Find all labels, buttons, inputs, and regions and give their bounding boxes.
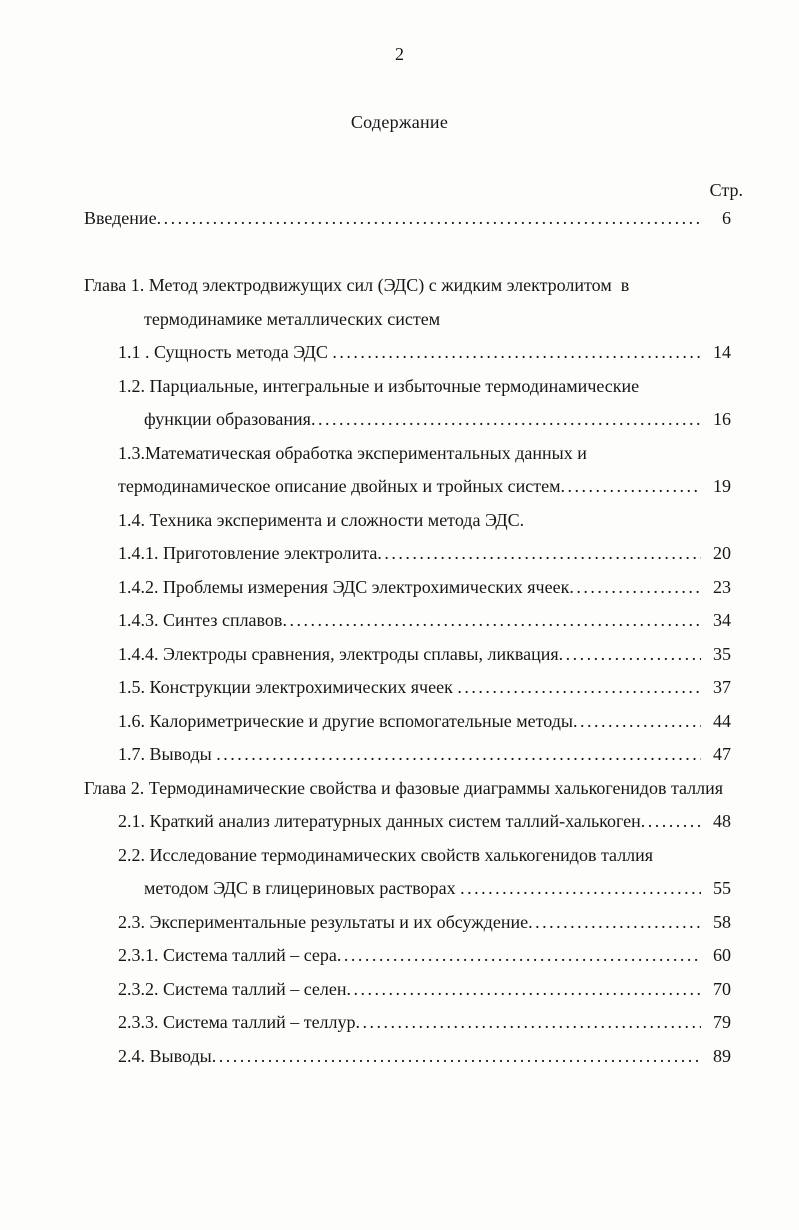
- dot-leader: [337, 939, 701, 973]
- toc-entry: 1.4. Техника эксперимента и сложности ме…: [118, 504, 799, 538]
- toc-entry: 1.4.1. Приготовление электролита 20: [118, 537, 799, 571]
- dot-leader: [157, 202, 701, 236]
- toc-entry: 2.3.3. Система таллий – теллур 79: [118, 1006, 799, 1040]
- dot-leader: [282, 604, 701, 638]
- toc-entry-text: 1.4.2. Проблемы измерения ЭДС электрохим…: [118, 576, 570, 597]
- toc-entry-text: 1.6. Калориметрические и другие вспомога…: [118, 710, 574, 731]
- toc-page-number: 34: [713, 610, 731, 630]
- toc-page-number: 48: [713, 811, 731, 831]
- dot-leader: [460, 872, 701, 906]
- toc-page-number: 20: [713, 543, 731, 563]
- page-number: 2: [395, 44, 404, 64]
- toc-entry-text: методом ЭДС в глицериновых растворах: [144, 878, 461, 898]
- toc-entry: 1.5. Конструкции электрохимических ячеек…: [118, 671, 799, 705]
- toc-entry: 1.4.2. Проблемы измерения ЭДС электрохим…: [118, 571, 799, 605]
- toc-entry-text: 1.5. Конструкции электрохимических ячеек: [118, 677, 458, 697]
- toc-entry: 1.4.3. Синтез сплавов 34: [118, 604, 799, 638]
- document-title: Содержание: [350, 112, 449, 132]
- toc-entry-text: 1.4.3. Синтез сплавов: [118, 610, 283, 630]
- toc-entry-text: термодинамическое описание двойных и тро…: [118, 476, 561, 496]
- toc-entry-text: Введение: [84, 208, 157, 228]
- toc-entry: 2.2. Исследование термодинамических свой…: [118, 839, 799, 873]
- blank-line: [0, 236, 799, 270]
- page-column-header: Стр.: [709, 180, 743, 200]
- toc-entry-text: Глава 1. Метод электродвижущих сил (ЭДС)…: [84, 275, 630, 295]
- toc-entry: Глава 1. Метод электродвижущих сил (ЭДС)…: [84, 269, 799, 303]
- toc-page-number: 44: [713, 710, 731, 731]
- dot-leader: [377, 537, 701, 571]
- toc-entry-text: 1.4. Техника эксперимента и сложности ме…: [118, 509, 525, 530]
- toc-entry-text: функции образования: [144, 409, 311, 429]
- toc-entry-text: 1.4.1. Приготовление электролита: [118, 543, 378, 563]
- toc-page-number: 35: [713, 643, 731, 664]
- dot-leader: [559, 638, 701, 672]
- toc-entry-text: 2.2. Исследование термодинамических свой…: [118, 844, 654, 865]
- toc-entry-text: 2.3.1. Система таллий – сера: [118, 945, 337, 965]
- toc-page-number: 19: [713, 476, 731, 496]
- dot-leader: [560, 470, 701, 504]
- dot-leader: [641, 805, 701, 839]
- dot-leader: [356, 1006, 701, 1040]
- toc-entry-text: 2.3.3. Система таллий – теллур: [118, 1012, 356, 1032]
- dot-leader: [216, 738, 701, 772]
- toc-entry: термодинамике металлических систем: [144, 303, 799, 337]
- toc-entry: Глава 2. Термодинамические свойства и фа…: [84, 772, 799, 806]
- toc-page-number: 79: [713, 1012, 731, 1032]
- toc-entry-text: 2.1. Краткий анализ литературных данных …: [118, 811, 641, 831]
- toc-entry: 1.1 . Сущность метода ЭДС 14: [118, 336, 799, 370]
- toc-page-number: 37: [713, 677, 731, 697]
- toc-page-number: 47: [713, 744, 731, 764]
- toc-page-number: 70: [713, 978, 731, 999]
- dot-leader: [212, 1040, 701, 1074]
- dot-leader: [569, 571, 701, 605]
- toc-page-number: 14: [713, 342, 731, 362]
- toc-entry-text: 2.4. Выводы: [118, 1045, 212, 1066]
- toc-page-number: 6: [722, 208, 731, 228]
- toc-entry-text: 2.3. Экспериментальные результаты и их о…: [118, 911, 529, 932]
- toc-page-number: 89: [713, 1045, 731, 1066]
- toc-entry: 2.3. Экспериментальные результаты и их о…: [118, 906, 799, 940]
- dot-leader: [528, 906, 701, 940]
- toc-entry-text: 1.7. Выводы: [118, 744, 217, 764]
- toc-entry: 1.4.4. Электроды сравнения, электроды сп…: [118, 638, 799, 672]
- toc-entry: 1.7. Выводы 47: [118, 738, 799, 772]
- dot-leader: [573, 705, 701, 739]
- toc-entry: 2.4. Выводы 89: [118, 1040, 799, 1074]
- toc-entry: 2.3.1. Система таллий – сера 60: [118, 939, 799, 973]
- toc-entry: 2.3.2. Система таллий – селен 70: [118, 973, 799, 1007]
- toc-list: Введение 6 Глава 1. Метод электродвижущих …: [0, 202, 799, 1073]
- toc-entry: 1.2. Парциальные, интегральные и избыточ…: [118, 370, 799, 404]
- toc-entry: Введение 6: [84, 202, 799, 236]
- toc-entry: методом ЭДС в глицериновых растворах 55: [144, 872, 799, 906]
- toc-entry-text: Глава 2. Термодинамические свойства и фа…: [84, 777, 724, 798]
- toc-entry-text: 1.2. Парциальные, интегральные и избыточ…: [118, 375, 640, 396]
- dot-leader: [347, 973, 701, 1007]
- toc-page-number: 16: [713, 409, 731, 429]
- toc-entry-text: 1.1 . Сущность метода ЭДС: [118, 342, 333, 362]
- toc-page-number: 23: [713, 576, 731, 597]
- toc-entry-text: 2.3.2. Система таллий – селен: [118, 978, 347, 999]
- toc-page-number: 58: [713, 911, 731, 932]
- toc-entry-text: 1.3.Математическая обработка эксперимент…: [118, 442, 587, 463]
- toc-entry-text: 1.4.4. Электроды сравнения, электроды сп…: [118, 643, 559, 664]
- toc-entry: 1.6. Калориметрические и другие вспомога…: [118, 705, 799, 739]
- toc-entry-text: термодинамике металлических систем: [144, 308, 441, 329]
- dot-leader: [332, 336, 701, 370]
- toc-entry: 1.3.Математическая обработка эксперимент…: [118, 437, 799, 471]
- dot-leader: [311, 403, 701, 437]
- toc-entry: термодинамическое описание двойных и тро…: [118, 470, 799, 504]
- toc-entry: 2.1. Краткий анализ литературных данных …: [118, 805, 799, 839]
- toc-page-number: 60: [713, 945, 731, 965]
- toc-entry: функции образования 16: [144, 403, 799, 437]
- toc-page-number: 55: [713, 878, 731, 898]
- dot-leader: [457, 671, 701, 705]
